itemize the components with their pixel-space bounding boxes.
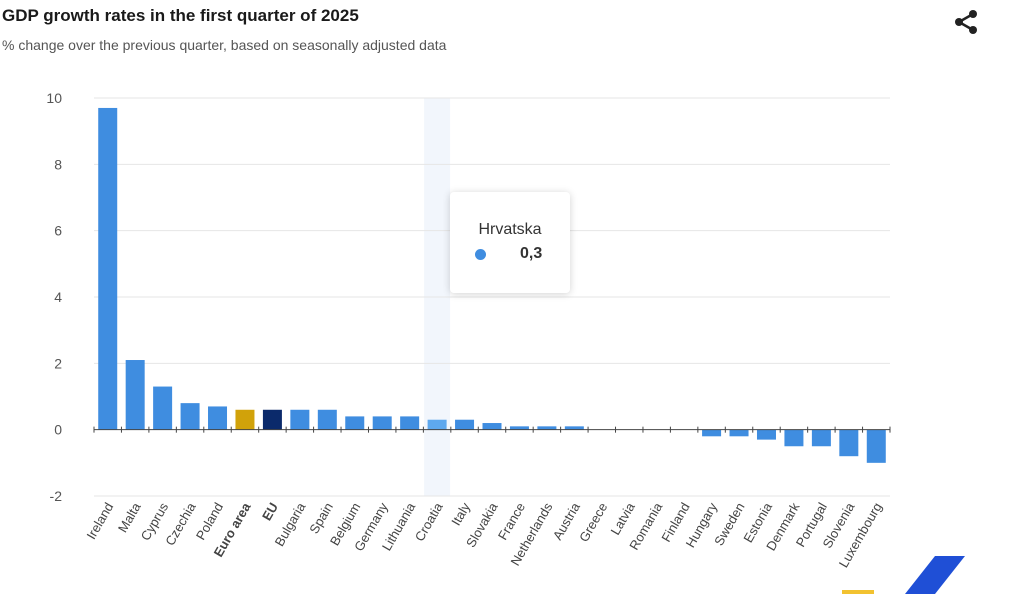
bar-slovenia <box>839 429 859 457</box>
bar-ireland <box>98 107 118 430</box>
bar-italy <box>455 419 475 430</box>
bar-bulgaria <box>290 409 310 430</box>
bar-lithuania <box>400 416 420 430</box>
bar-slovakia <box>482 423 502 430</box>
bar-austria <box>564 426 584 430</box>
bar-hungary <box>702 429 722 437</box>
bar-estonia <box>756 429 776 440</box>
x-tick-label: EU <box>259 500 281 523</box>
chart-subtitle: % change over the previous quarter, base… <box>2 37 447 53</box>
bar-cyprus <box>153 386 173 430</box>
bar-denmark <box>784 429 804 447</box>
bar-germany <box>372 416 392 430</box>
bar-portugal <box>811 429 831 447</box>
brand-stripe <box>905 556 965 594</box>
bar-euro-area <box>235 409 255 430</box>
y-tick-label: 10 <box>46 90 62 106</box>
tooltip-label: Hrvatska <box>478 221 542 238</box>
bar-netherlands <box>537 426 557 430</box>
tooltip: Hrvatska 0,3 <box>450 192 570 293</box>
y-tick-label: 8 <box>54 156 62 172</box>
y-tick-label: -2 <box>50 488 63 504</box>
x-tick-label: Malta <box>115 499 144 535</box>
y-tick-label: 4 <box>54 289 62 305</box>
bar-belgium <box>345 416 365 430</box>
y-tick-label: 0 <box>54 422 62 438</box>
bar-czechia <box>180 403 200 430</box>
bar-croatia <box>427 419 447 430</box>
bar-sweden <box>729 429 749 437</box>
bar-poland <box>208 406 228 430</box>
chart-title: GDP growth rates in the first quarter of… <box>2 6 359 25</box>
x-tick-label: Italy <box>448 500 473 529</box>
bar-luxembourg <box>866 429 886 463</box>
tooltip-value: 0,3 <box>520 245 543 262</box>
bar-eu <box>262 409 282 430</box>
x-tick-label: Ireland <box>83 500 116 542</box>
bar-france <box>509 426 529 430</box>
share-icon[interactable] <box>952 8 980 36</box>
bar-malta <box>125 360 145 430</box>
bar-spain <box>317 409 337 430</box>
y-tick-label: 6 <box>54 223 62 239</box>
tooltip-series-dot <box>475 249 486 260</box>
y-tick-label: 2 <box>54 355 62 371</box>
brand-stripe-yellow <box>842 590 874 594</box>
x-tick-label: Croatia <box>412 499 446 543</box>
